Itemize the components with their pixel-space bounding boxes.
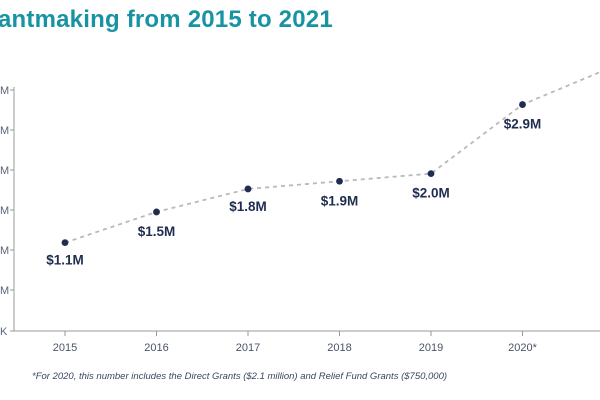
data-point — [244, 185, 252, 193]
x-tick-label: 2020* — [508, 342, 537, 354]
data-point — [519, 101, 526, 108]
y-tick-label: M — [0, 205, 9, 217]
data-point — [153, 208, 160, 216]
data-point — [427, 170, 435, 178]
y-tick-label: M — [0, 85, 9, 97]
data-point — [61, 239, 69, 247]
x-tick-label: 2016 — [144, 342, 168, 354]
x-tick-label: 2018 — [327, 342, 351, 354]
data-label: $1.9M — [321, 193, 359, 208]
data-label: $1.8M — [229, 199, 267, 214]
y-tick-label: M — [0, 125, 9, 137]
y-tick-label: M — [0, 245, 9, 257]
x-tick-label: 2015 — [53, 342, 77, 354]
data-label: $2.0M — [412, 186, 450, 201]
series-line — [64, 71, 600, 244]
footnote: *For 2020, this number includes the Dire… — [32, 371, 448, 382]
chart-title: antmaking from 2015 to 2021 — [0, 6, 333, 33]
data-label: $1.5M — [138, 224, 176, 239]
x-tick-label: 2019 — [419, 342, 443, 354]
y-tick-label: M — [0, 285, 9, 297]
y-tick-label: K — [0, 326, 8, 338]
x-tick-label: 2017 — [236, 342, 260, 354]
data-point — [336, 177, 343, 185]
y-tick-label: M — [0, 165, 9, 177]
data-label: $2.9M — [504, 117, 542, 132]
data-label: $1.1M — [46, 253, 84, 268]
